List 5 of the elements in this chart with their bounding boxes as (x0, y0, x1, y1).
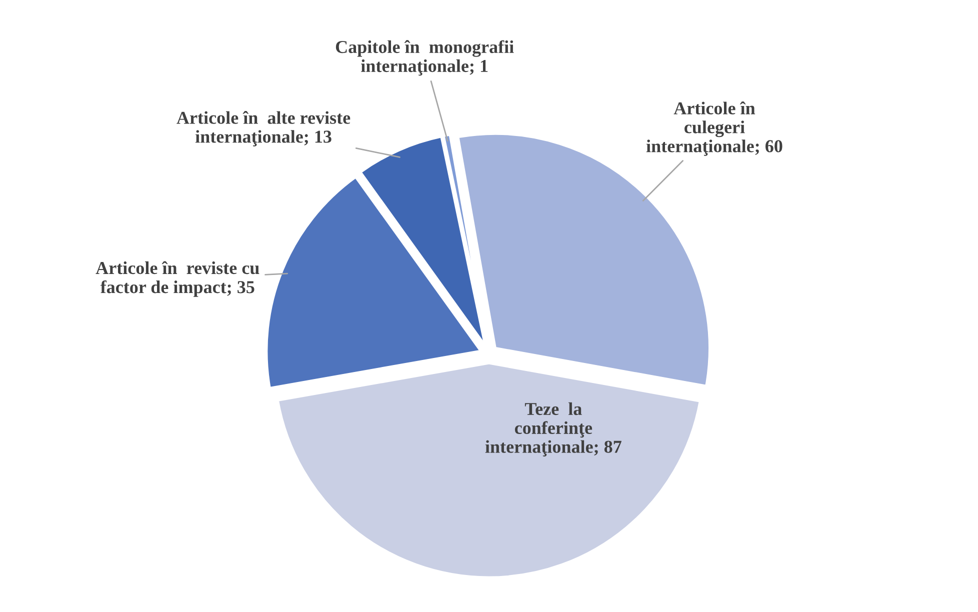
slice-label: Articole în culegeri internaţionale; 60 (646, 102, 782, 156)
slice-label: Articole în alte reviste internaţionale; 13 (176, 111, 350, 146)
slice-label: Articole în reviste cu factor de impact; 35 (96, 261, 260, 297)
slice-label: Capitole în monografii internaţionale; 1 (336, 40, 514, 76)
slice-label: Teze la conferinţe internaţionale; 87 (485, 402, 622, 456)
